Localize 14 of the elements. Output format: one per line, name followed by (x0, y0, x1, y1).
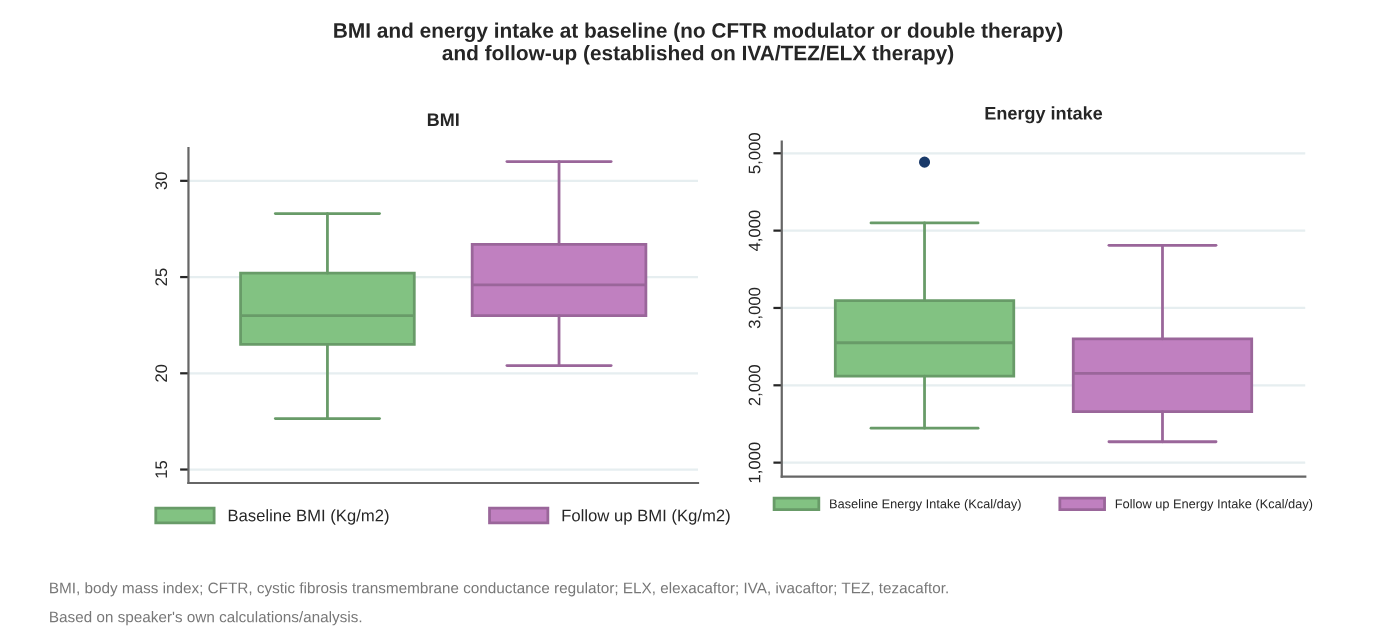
text: BMI and energy intake at baseline (no CFTR modulator or double therapy) and follow-up (established on IVA/TEZ/ELX therapy) (334, 22, 1063, 65)
y-tick-label: 3,000 (748, 287, 763, 329)
y-tick-label: 1,000 (748, 442, 763, 483)
y-tick-label: 15 (155, 460, 168, 478)
y-tick-label: 20 (155, 364, 168, 382)
y-tick-label: 4,000 (748, 210, 763, 252)
legend-label: Follow up BMI (Kg/m2) (562, 509, 730, 525)
y-tick-label: 30 (155, 172, 168, 190)
chart-title: BMI (427, 113, 459, 126)
y-tick-label: 5,000 (748, 133, 763, 174)
legend-label: Baseline BMI (Kg/m2) (228, 509, 389, 525)
chart-title: Energy intake (985, 106, 1103, 124)
y-tick-label: 2,000 (748, 365, 763, 406)
y-tick-label: 25 (155, 268, 168, 286)
